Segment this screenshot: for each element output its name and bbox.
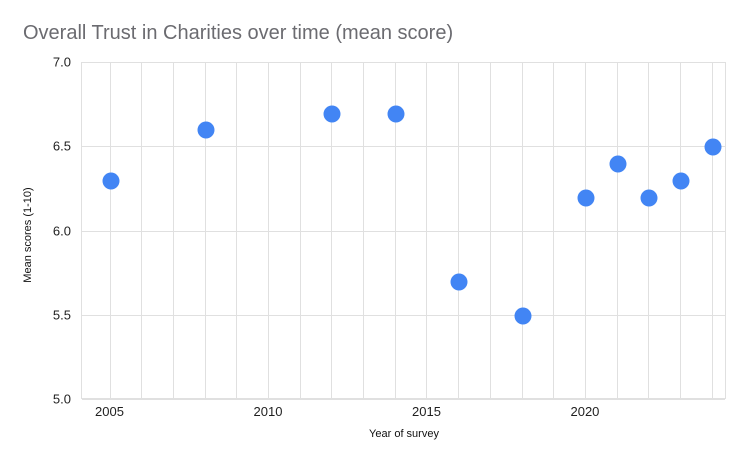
gridline-horizontal <box>82 146 725 148</box>
x-tick-label: 2005 <box>95 404 124 419</box>
gridline-horizontal <box>82 399 725 400</box>
data-point[interactable] <box>102 172 120 190</box>
plot-area <box>81 62 726 400</box>
data-point[interactable] <box>514 307 532 325</box>
gridline-horizontal <box>82 62 725 63</box>
gridline-horizontal <box>82 230 725 232</box>
data-point[interactable] <box>640 189 658 207</box>
y-tick-label: 6.0 <box>52 223 71 238</box>
data-point[interactable] <box>704 138 722 156</box>
data-point[interactable] <box>577 189 595 207</box>
y-tick-label: 7.0 <box>52 54 71 70</box>
x-tick-label: 2015 <box>412 404 441 419</box>
data-point[interactable] <box>387 105 405 123</box>
chart-title: Overall Trust in Charities over time (me… <box>23 22 454 44</box>
data-point[interactable] <box>609 155 627 173</box>
data-point[interactable] <box>450 273 468 291</box>
data-point[interactable] <box>672 172 690 190</box>
y-tick-label: 5.0 <box>52 391 71 407</box>
data-point[interactable] <box>197 121 215 139</box>
gridline-horizontal <box>82 314 725 316</box>
y-tick-label: 6.5 <box>52 138 71 154</box>
x-tick-label: 2010 <box>253 404 283 419</box>
data-point[interactable] <box>323 105 341 123</box>
x-tick-label: 2020 <box>570 404 600 419</box>
x-axis-title: Year of survey <box>369 428 439 440</box>
y-tick-label: 5.5 <box>52 307 71 323</box>
y-axis-title: Mean scores (1-10) <box>22 187 34 283</box>
